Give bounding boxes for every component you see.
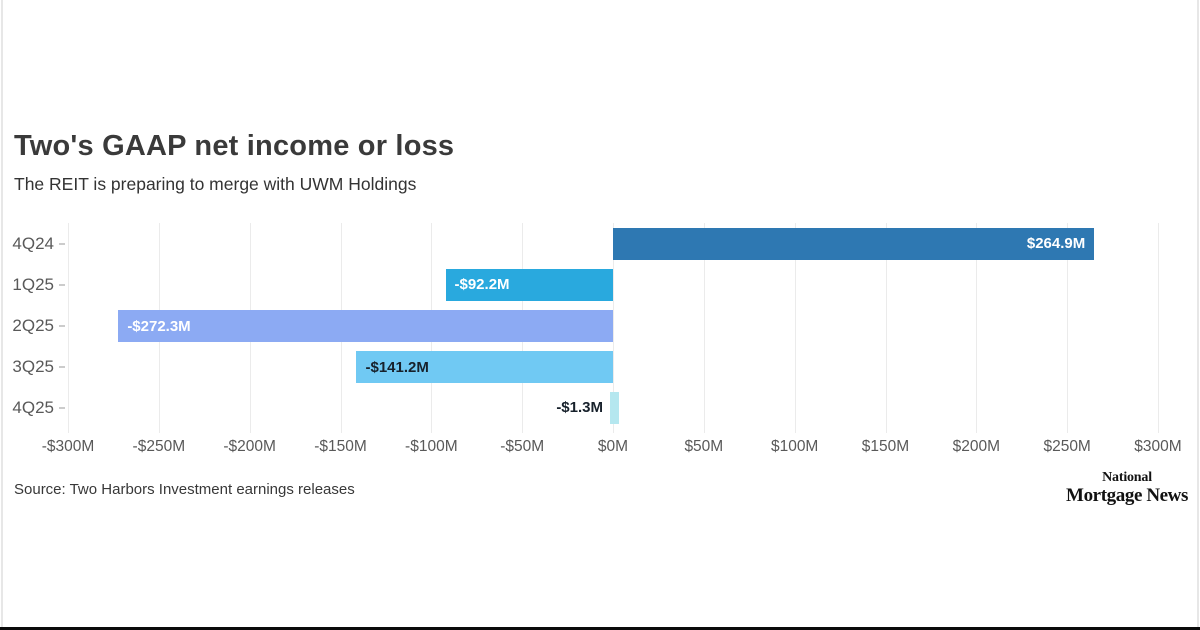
x-axis-tick-label: $250M: [1043, 438, 1091, 455]
x-axis-tick-label: -$300M: [41, 438, 95, 455]
bar-chart-plot-area: -$300M -$250M -$200M -$150M -$100M -$50M $0M $5…: [12, 223, 1182, 455]
x-axis-tick-label: $300M: [1134, 438, 1182, 455]
y-axis-tick: [59, 407, 65, 410]
x-axis-tick-label: $100M: [770, 438, 819, 455]
logo-line-1: National: [1102, 470, 1152, 485]
y-axis-tick: [59, 325, 65, 327]
gridline: [794, 223, 796, 433]
y-axis-tick: [59, 366, 65, 369]
gridline: [1067, 223, 1069, 433]
bar-value-label: -$1.3M: [556, 399, 603, 417]
gridline: [976, 223, 978, 433]
gridline: [885, 223, 887, 433]
national-mortgage-news-logo: National Mortgage News: [1066, 470, 1188, 506]
y-axis-label-4q25: 4Q25: [12, 398, 54, 418]
bar-4q24: $264.9M: [613, 227, 1095, 260]
x-axis-tick-label: $150M: [861, 438, 910, 455]
bar-value-label: $264.9M: [1026, 235, 1086, 253]
y-axis-label-2q25: 2Q25: [12, 316, 54, 335]
x-axis-tick-label: -$100M: [405, 438, 458, 455]
y-axis-label-3q25: 3Q25: [12, 357, 54, 377]
x-axis-tick-label: -$250M: [132, 438, 186, 455]
logo-line-2: Mortgage News: [1066, 485, 1188, 506]
bar-2q25: -$272.3M: [118, 310, 613, 342]
y-axis-label-1q25: 1Q25: [12, 274, 54, 294]
bar-1q25: -$92.2M: [445, 268, 613, 301]
x-axis-tick-label: $50M: [684, 438, 724, 455]
x-axis-tick-label: $200M: [952, 438, 1001, 455]
gridline: [613, 223, 614, 433]
gridline: [68, 223, 69, 433]
source-note: Source: Two Harbors Investment earnings …: [14, 481, 355, 498]
left-edge-line: [1, 0, 3, 627]
chart-title: Two's GAAP net income or loss: [14, 130, 455, 162]
x-axis-tick-label: $0M: [597, 438, 629, 455]
x-axis-tick-label: -$50M: [500, 438, 545, 455]
bar-3q25: -$141.2M: [356, 351, 613, 384]
x-axis-tick-label: -$150M: [314, 438, 367, 455]
bar-4q25: [610, 392, 619, 425]
bar-value-label: -$92.2M: [454, 276, 510, 294]
chart-subtitle: The REIT is preparing to merge with UWM …: [14, 174, 417, 194]
gridline: [1158, 223, 1159, 433]
right-edge-line: [1197, 0, 1199, 627]
y-axis-label-4q24: 4Q24: [12, 233, 54, 253]
bar-value-label: -$272.3M: [127, 317, 191, 335]
y-axis-tick: [59, 283, 65, 286]
gridline: [703, 223, 705, 433]
x-axis-tick-label: -$200M: [223, 438, 276, 455]
bar-value-label: -$141.2M: [365, 358, 429, 376]
y-axis-tick: [59, 242, 65, 245]
bottom-accent-bar: [0, 627, 1200, 630]
